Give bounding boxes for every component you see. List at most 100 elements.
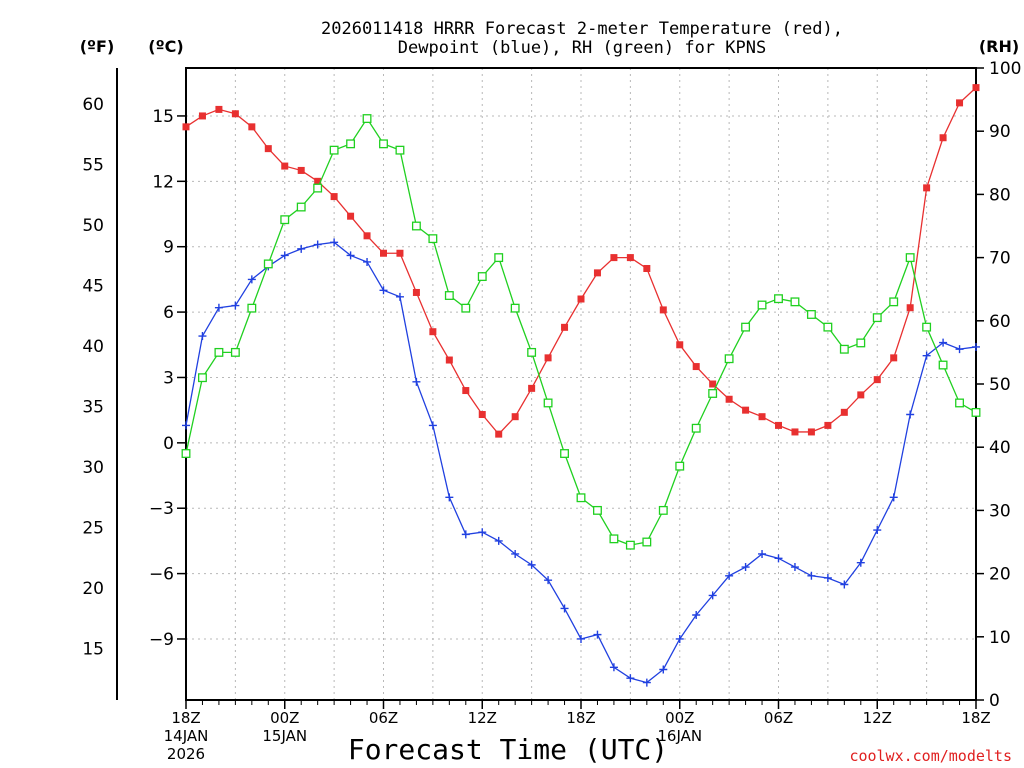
dewpoint-point [297, 244, 306, 253]
rh-point [411, 221, 421, 231]
fahrenheit-tick-label: 25 [82, 519, 104, 539]
dewpoint-point [428, 421, 437, 430]
rh-point [708, 389, 718, 398]
fahrenheit-tick-label: 40 [82, 337, 104, 357]
2-meter-temperature-point [396, 249, 404, 257]
axis-ticks: 15129630−3−6−960555045403530252015100908… [82, 59, 1021, 763]
credit-text: coolwx.com/modelts [849, 747, 1012, 765]
dewpoint-point [609, 663, 618, 672]
dewpoint-point [939, 338, 948, 347]
celsius-tick-label: −9 [149, 630, 174, 650]
2-meter-temperature-point [742, 406, 750, 414]
2-meter-temperature-point [182, 123, 190, 131]
rh-point [379, 139, 388, 149]
fahrenheit-tick-label: 60 [82, 95, 104, 115]
rh-point [313, 183, 323, 193]
dewpoint-point [758, 549, 767, 558]
dewpoint-point [214, 303, 223, 312]
x-tick-label: 18Z [171, 709, 200, 727]
dewpoint-point [675, 634, 684, 643]
dewpoint-point [379, 286, 388, 295]
2-meter-temperature-point [577, 295, 585, 303]
rh-point [494, 253, 504, 263]
dewpoint-point [922, 351, 931, 360]
series-group [181, 84, 981, 687]
x-tick-label: 06Z [369, 709, 398, 727]
2-meter-temperature-point [478, 411, 486, 419]
rh-tick-label: 10 [989, 628, 1011, 648]
fahrenheit-unit-label: (ºF) [80, 37, 115, 56]
2-meter-temperature-point [610, 254, 618, 262]
fahrenheit-tick-label: 35 [82, 398, 104, 418]
2-meter-temperature-point [709, 380, 717, 388]
celsius-tick-label: 9 [163, 238, 174, 258]
2-meter-temperature-point [297, 166, 305, 174]
rh-tick-label: 0 [989, 691, 1000, 711]
dewpoint-point [231, 301, 240, 310]
2-meter-temperature-point [248, 123, 256, 131]
2-meter-temperature-point [445, 356, 453, 364]
2-meter-temperature-point [659, 306, 667, 314]
rh-point [675, 461, 685, 471]
celsius-tick-label: 0 [163, 434, 174, 454]
2-meter-temperature-point [758, 413, 766, 421]
rh-point [642, 537, 652, 547]
dewpoint-point [708, 591, 717, 600]
rh-point [905, 253, 915, 263]
rh-point [889, 297, 899, 307]
2-meter-temperature-point [347, 212, 355, 220]
dewpoint-point [330, 238, 339, 247]
dewpoint-point [511, 549, 520, 558]
2-meter-temperature-point [429, 328, 437, 336]
rh-point [263, 259, 273, 269]
rh-tick-label: 50 [989, 375, 1011, 395]
x-tick-label: 00Z [270, 709, 299, 727]
dewpoint-point [807, 571, 816, 580]
rh-point [658, 505, 668, 515]
rh-point [230, 347, 240, 357]
2-meter-temperature-point [544, 354, 552, 362]
dewpoint-point [182, 421, 190, 430]
rh-series [181, 114, 981, 550]
2-meter-temperature-point [775, 421, 782, 429]
fahrenheit-tick-label: 45 [82, 276, 104, 296]
rh-point [823, 322, 833, 332]
2-meter-temperature-series [182, 84, 980, 438]
2-meter-temperature-point [956, 99, 964, 107]
dewpoint-point [247, 275, 256, 284]
rh-point [247, 303, 257, 313]
x-tick-label: 18Z [961, 709, 990, 727]
rh-point [691, 423, 701, 433]
rh-point [280, 215, 290, 225]
rh-tick-label: 60 [989, 312, 1011, 332]
rh-tick-label: 30 [989, 501, 1011, 521]
dewpoint-point [725, 571, 734, 580]
dewpoint-point [445, 493, 454, 502]
rh-point [346, 139, 356, 149]
celsius-tick-label: −6 [149, 565, 174, 585]
x-tick-label: 00Z [665, 709, 694, 727]
2-meter-temperature-point [528, 384, 536, 392]
rh-tick-label: 40 [989, 438, 1011, 458]
dewpoint-point [626, 674, 635, 683]
dewpoint-point [313, 240, 322, 249]
rh-unit-label: (RH) [979, 37, 1019, 56]
rh-point [461, 303, 471, 313]
2-meter-temperature-point [314, 177, 322, 185]
rh-tick-label: 80 [989, 185, 1011, 205]
rh-point [560, 449, 569, 458]
dewpoint-point [774, 554, 783, 563]
x-tick-label: 18Z [566, 709, 595, 727]
2-meter-temperature-point [972, 84, 980, 92]
dewpoint-point [494, 536, 503, 545]
2-meter-temperature-point [363, 232, 371, 240]
celsius-tick-label: −3 [149, 499, 174, 519]
rh-tick-label: 20 [989, 565, 1011, 585]
dewpoint-point [889, 493, 898, 502]
2-meter-temperature-point [593, 269, 601, 277]
rh-point [790, 297, 800, 307]
dewpoint-point [823, 573, 832, 582]
celsius-tick-label: 12 [152, 172, 174, 192]
celsius-unit-label: (ºC) [148, 37, 183, 56]
dewpoint-series [182, 238, 980, 687]
